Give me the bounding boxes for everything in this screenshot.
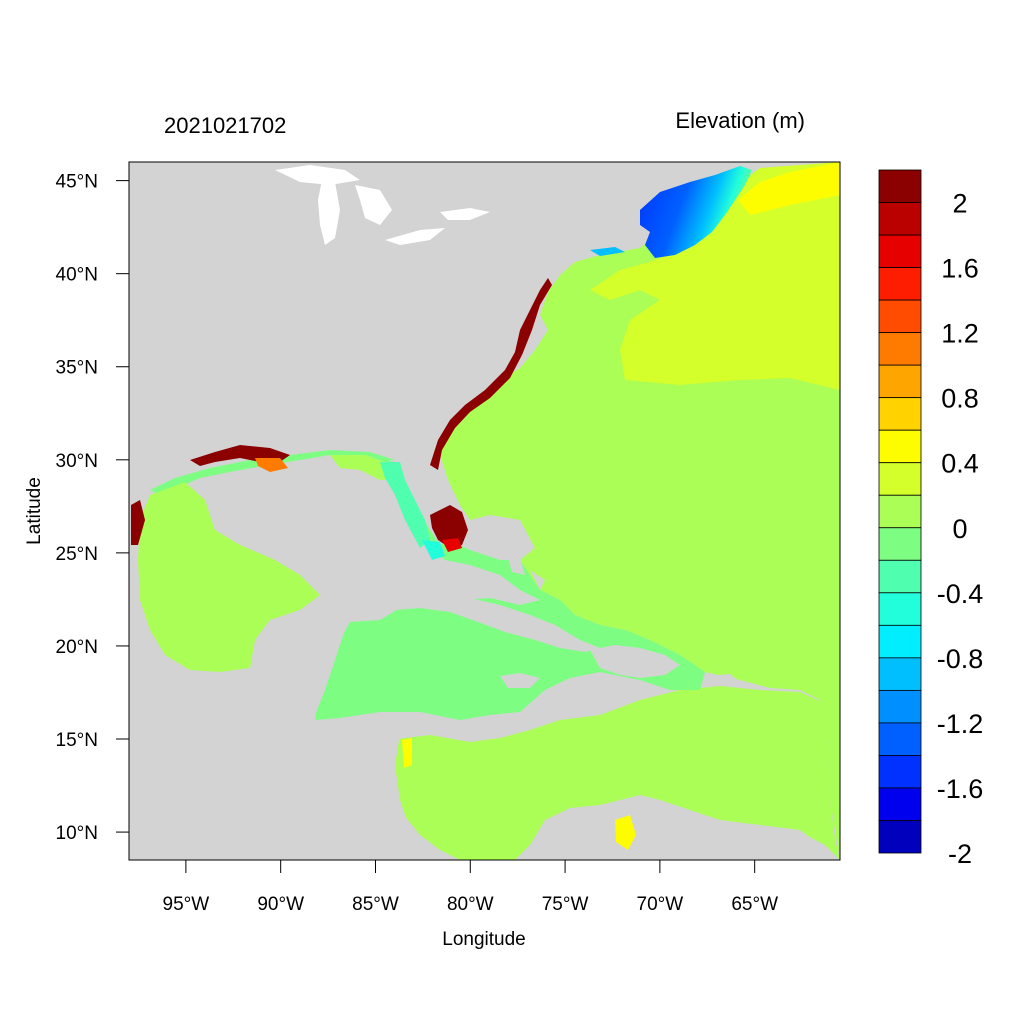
west-florida-shelf <box>380 462 430 548</box>
x-tick-label: 70°W <box>637 894 684 915</box>
x-tick-label: 85°W <box>352 894 399 915</box>
colorbar-swatch <box>878 755 922 789</box>
hispaniola <box>590 645 680 678</box>
louisiana-coast-orange <box>255 458 288 472</box>
colorbar-swatch <box>878 462 922 496</box>
northeast-shelf <box>590 162 840 390</box>
colorbar-swatch <box>878 267 922 301</box>
y-tick-label: 30°N <box>56 451 98 472</box>
map-frame <box>128 161 841 861</box>
y-tick-label: 25°N <box>56 544 98 565</box>
lake-ontario <box>440 208 490 220</box>
y-tick-label: 40°N <box>56 265 98 286</box>
colorbar-labels: 2 1.6 1.2 0.8 0.4 0 -0.4 -0.8 -1.2 -1.6 -2 <box>937 189 984 869</box>
colorbar-swatch <box>878 364 922 399</box>
y-tick-label: 45°N <box>56 172 98 193</box>
colorbar-swatch <box>878 592 922 626</box>
caribbean-south <box>390 686 840 860</box>
lake-michigan <box>318 180 340 245</box>
gulf-of-maine <box>640 166 752 258</box>
y-axis-label: Latitude <box>24 477 45 545</box>
x-tick-label: 80°W <box>447 894 494 915</box>
y-tick-label: 15°N <box>56 730 98 751</box>
colorbar-swatch <box>878 657 922 691</box>
y-tick-label: 35°N <box>56 358 98 379</box>
gulf-shelf <box>330 455 398 480</box>
new-england-yellow <box>738 162 840 215</box>
south-florida-surge <box>430 505 468 548</box>
colorbar-label: 0 <box>952 514 967 544</box>
colorbar-label: 0.8 <box>941 384 979 414</box>
x-tick-label: 95°W <box>163 894 210 915</box>
x-axis-label: Longitude <box>442 929 525 950</box>
puerto-rico <box>705 674 740 686</box>
left-title: 2021021702 <box>164 113 286 138</box>
colorbar-label: -0.4 <box>937 579 984 609</box>
lake-huron <box>355 185 392 225</box>
colorbar-swatch <box>878 820 922 854</box>
colorbar-swatch <box>878 624 922 659</box>
colorbar-swatch <box>878 397 922 431</box>
colorbar-swatch <box>878 527 922 561</box>
colorbar-swatch <box>878 202 922 236</box>
long-island-sound <box>590 247 625 256</box>
gulf-caribbean <box>150 450 705 720</box>
colorbar-swatch <box>878 494 922 529</box>
colorbar-label: -2 <box>948 839 972 869</box>
colorbar-swatch <box>878 299 922 334</box>
y-axis: 45°N 40°N 35°N 30°N 25°N 20°N 15°N 10°N <box>56 172 129 844</box>
colorbar-label: 1.2 <box>941 319 979 349</box>
bahamas <box>480 520 545 590</box>
colorbar <box>878 169 922 854</box>
florida-keys-red <box>442 538 462 552</box>
east-coast-surge <box>430 278 552 470</box>
x-tick-label: 75°W <box>542 894 589 915</box>
colorbar-swatch <box>878 787 922 821</box>
x-tick-label: 65°W <box>731 894 778 915</box>
y-tick-label: 10°N <box>56 823 98 844</box>
colorbar-swatch <box>878 234 922 268</box>
colorbar-swatch <box>878 559 922 594</box>
colorbar-label: -1.2 <box>937 709 984 739</box>
western-gulf <box>138 482 320 672</box>
cuba <box>385 592 600 652</box>
colorbar-swatch <box>878 722 922 756</box>
colorbar-swatch <box>878 169 922 203</box>
colorbar-label: 0.4 <box>941 449 979 479</box>
colorbar-label: 1.6 <box>941 254 979 284</box>
florida-bay-cyan <box>422 540 445 560</box>
jamaica <box>500 673 540 688</box>
colorbar-label: 2 <box>952 189 967 219</box>
colorbar-swatch <box>878 429 922 464</box>
colorbar-label: -1.6 <box>937 774 984 804</box>
honduras-coast-yellow <box>402 738 412 768</box>
colorbar-swatch <box>878 332 922 366</box>
lake-superior <box>275 165 360 185</box>
texas-coast-surge <box>131 500 145 545</box>
lake-maracaibo <box>615 815 636 850</box>
south-america <box>515 800 840 860</box>
central-america <box>129 715 460 860</box>
x-axis: 95°W 90°W 85°W 80°W 75°W 70°W 65°W <box>163 860 778 915</box>
right-title: Elevation (m) <box>675 108 805 133</box>
lake-erie <box>385 228 445 245</box>
colorbar-swatch <box>878 689 922 724</box>
x-tick-label: 90°W <box>257 894 304 915</box>
y-tick-label: 20°N <box>56 637 98 658</box>
colorbar-label: -0.8 <box>937 644 984 674</box>
elevation-map <box>129 162 840 860</box>
yucatan <box>255 610 345 720</box>
